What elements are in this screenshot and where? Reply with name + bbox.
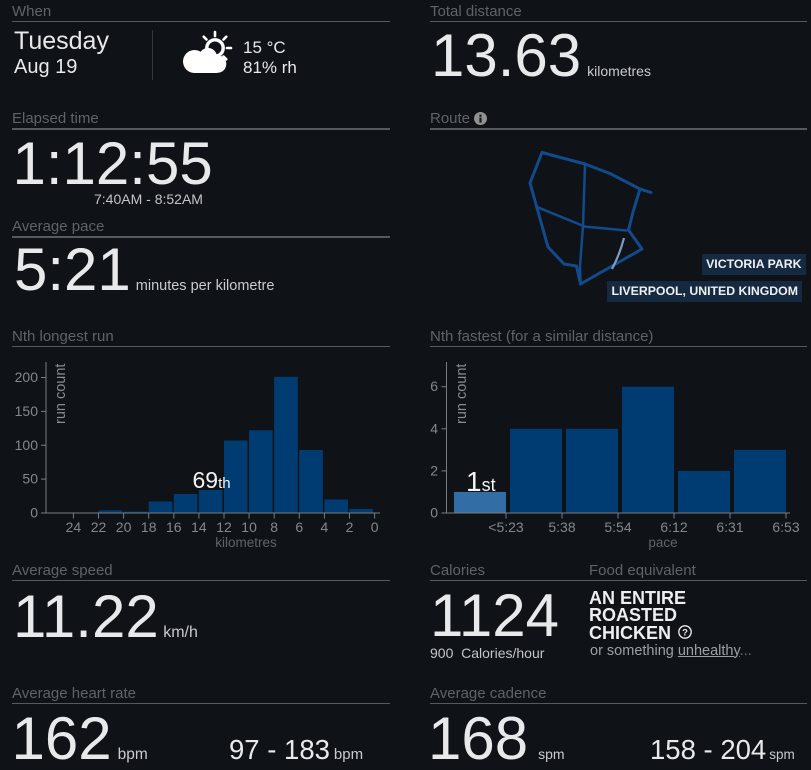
svg-text:<5:23: <5:23 xyxy=(488,519,524,535)
svg-text:?: ? xyxy=(682,627,688,638)
svg-text:kilometres: kilometres xyxy=(215,535,277,550)
svg-text:5:38: 5:38 xyxy=(548,519,575,535)
svg-text:4: 4 xyxy=(430,420,438,436)
svg-text:2: 2 xyxy=(430,462,438,478)
svg-text:0: 0 xyxy=(371,519,379,535)
svg-text:14: 14 xyxy=(191,519,207,535)
svg-text:200: 200 xyxy=(15,369,39,385)
svg-text:50: 50 xyxy=(22,471,38,487)
svg-text:0: 0 xyxy=(30,505,38,521)
svg-text:pace: pace xyxy=(648,535,677,550)
svg-text:16: 16 xyxy=(166,519,182,535)
svg-text:6: 6 xyxy=(430,378,438,394)
svg-text:6:31: 6:31 xyxy=(716,519,743,535)
svg-text:8: 8 xyxy=(270,519,278,535)
svg-text:6:12: 6:12 xyxy=(660,519,687,535)
svg-text:22: 22 xyxy=(91,519,107,535)
svg-text:6:53: 6:53 xyxy=(772,519,799,535)
svg-text:18: 18 xyxy=(141,519,157,535)
svg-text:10: 10 xyxy=(241,519,257,535)
svg-text:6: 6 xyxy=(295,519,303,535)
svg-text:5:54: 5:54 xyxy=(604,519,631,535)
svg-text:run count: run count xyxy=(53,364,69,424)
svg-text:2: 2 xyxy=(346,519,354,535)
svg-text:24: 24 xyxy=(66,519,82,535)
svg-text:100: 100 xyxy=(15,437,39,453)
svg-text:20: 20 xyxy=(116,519,132,535)
svg-text:4: 4 xyxy=(321,519,329,535)
svg-text:0: 0 xyxy=(430,505,438,521)
svg-text:150: 150 xyxy=(15,403,39,419)
svg-text:run count: run count xyxy=(454,364,470,424)
svg-text:12: 12 xyxy=(216,519,232,535)
